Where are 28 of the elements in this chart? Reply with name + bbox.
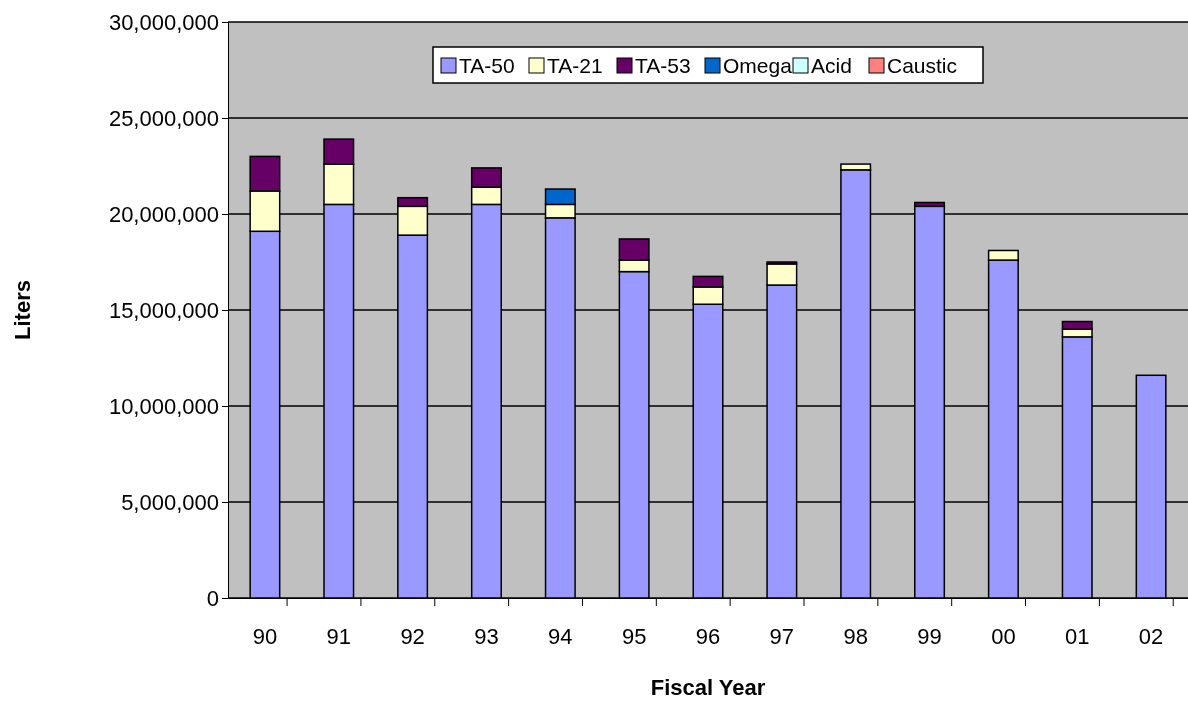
y-tick-label: 30,000,000	[108, 9, 219, 35]
legend-label: TA-50	[459, 54, 515, 77]
legend-label: Caustic	[887, 54, 958, 77]
x-tick-label: 98	[843, 623, 868, 649]
x-tick-label: 91	[326, 623, 352, 649]
x-tick-label: 02	[1138, 623, 1164, 649]
x-tick-label: 92	[400, 623, 425, 649]
y-tick-label: 25,000,000	[108, 105, 219, 131]
x-tick-label: 96	[695, 623, 721, 649]
x-axis-title: Fiscal Year	[650, 675, 766, 700]
y-tick-label: 10,000,000	[108, 393, 219, 419]
y-tick-label: 5,000,000	[121, 489, 219, 515]
x-tick-label: 99	[917, 623, 942, 649]
y-tick-label: 15,000,000	[108, 297, 219, 323]
y-axis-title: Liters	[10, 280, 35, 340]
y-tick-label: 0	[206, 585, 219, 611]
legend-label: Omega	[723, 54, 793, 77]
x-tick-label: 90	[252, 623, 278, 649]
y-tick-label: 20,000,000	[108, 201, 219, 227]
legend-label: TA-21	[547, 54, 603, 77]
x-tick-label: 93	[474, 623, 499, 649]
x-tick-label: 97	[769, 623, 795, 649]
x-tick-label: 00	[991, 623, 1016, 649]
x-tick-label: 94	[548, 623, 573, 649]
legend-label: Acid	[811, 54, 852, 77]
legend-label: TA-53	[635, 54, 691, 77]
x-tick-label: 01	[1064, 623, 1090, 649]
x-tick-label: 95	[621, 623, 647, 649]
